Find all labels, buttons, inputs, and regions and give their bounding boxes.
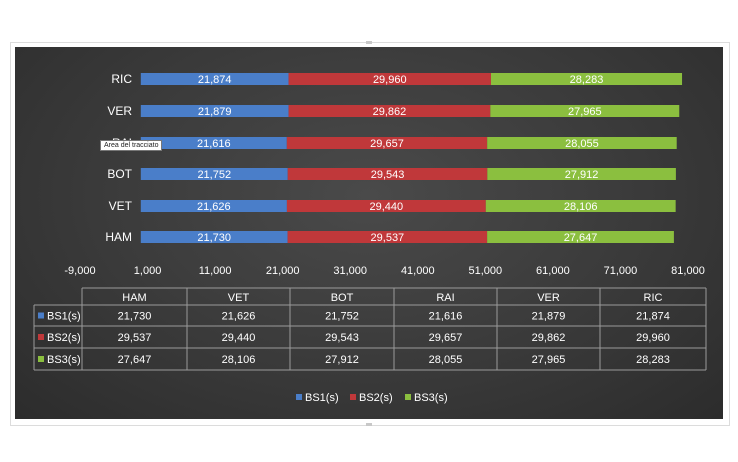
- bar-value-label: 28,055: [565, 138, 599, 150]
- table-cell: 21,730: [118, 311, 152, 323]
- resize-handle-bottom[interactable]: [366, 423, 372, 426]
- x-tick-label: 21,000: [266, 265, 300, 277]
- category-label-vet: VET: [109, 199, 133, 213]
- table-cell: 29,440: [222, 332, 256, 344]
- table-cell: 29,543: [325, 332, 359, 344]
- bar-value-label: 29,960: [373, 74, 407, 86]
- bar-value-label: 21,616: [197, 138, 231, 150]
- x-tick-label: 11,000: [199, 265, 232, 277]
- category-label-ham: HAM: [105, 230, 132, 244]
- bar-value-label: 27,965: [568, 106, 602, 118]
- bar-value-label: 21,874: [198, 74, 232, 86]
- table-cell: 28,106: [222, 354, 256, 366]
- bar-value-label: 28,106: [564, 201, 598, 213]
- bar-value-label: 21,730: [197, 232, 231, 244]
- bar-bs3s-ver: [490, 105, 680, 117]
- category-label-ric: RIC: [111, 72, 132, 86]
- x-tick-label: -9,000: [64, 265, 95, 277]
- bar-bs2s-vet: [286, 200, 486, 212]
- bar-bs3s-bot: [487, 168, 676, 180]
- bar-bs1s-ham: [140, 231, 288, 243]
- table-header-rai: RAI: [436, 292, 454, 304]
- bar-bs2s-ric: [288, 73, 491, 85]
- bar-bs1s-bot: [140, 168, 288, 180]
- table-cell: 27,965: [532, 354, 566, 366]
- table-cell: 21,874: [636, 311, 670, 323]
- table-cell: 21,616: [429, 311, 463, 323]
- x-tick-label: 1,000: [134, 265, 162, 277]
- bar-value-label: 28,283: [570, 74, 604, 86]
- table-cell: 28,283: [636, 354, 670, 366]
- table-legend-key-bs1s: [38, 312, 44, 319]
- bar-value-label: 21,626: [197, 201, 231, 213]
- bar-bs3s-rai: [487, 137, 677, 149]
- table-row-label-bs1s: BS1(s): [47, 311, 81, 323]
- bar-value-label: 29,537: [371, 232, 405, 244]
- bar-bs2s-bot: [287, 168, 488, 180]
- x-tick-label: 51,000: [469, 265, 503, 277]
- table-header-ham: HAM: [122, 292, 146, 304]
- table-row-label-bs3s: BS3(s): [47, 354, 81, 366]
- x-tick-label: 61,000: [536, 265, 570, 277]
- table-header-ver: VER: [537, 292, 560, 304]
- table-header-vet: VET: [228, 292, 250, 304]
- table-cell: 29,537: [118, 332, 152, 344]
- table-cell: 29,960: [636, 332, 670, 344]
- table-cell: 21,879: [532, 311, 566, 323]
- resize-handle-top[interactable]: [366, 41, 372, 44]
- table-cell: 21,626: [222, 311, 256, 323]
- table-cell: 27,912: [325, 354, 359, 366]
- legend-label-bs1s: BS1(s): [305, 392, 339, 404]
- table-cell: 21,752: [325, 311, 359, 323]
- bar-bs2s-rai: [286, 137, 488, 149]
- legend-key-bs3s: [405, 394, 411, 400]
- bar-bs1s-vet: [140, 200, 287, 212]
- legend-label-bs2s: BS2(s): [359, 392, 393, 404]
- bar-value-label: 21,879: [198, 106, 232, 118]
- bar-bs1s-ver: [140, 105, 289, 117]
- x-tick-label: 81,000: [671, 265, 705, 277]
- table-header-ric: RIC: [644, 292, 663, 304]
- x-tick-label: 31,000: [333, 265, 367, 277]
- bar-bs1s-rai: [140, 137, 287, 149]
- bar-value-label: 27,647: [564, 232, 598, 244]
- tooltip: Area del tracciato: [100, 140, 163, 151]
- table-cell: 29,657: [429, 332, 463, 344]
- bar-bs3s-vet: [485, 200, 676, 212]
- bar-value-label: 27,912: [565, 169, 599, 181]
- table-header-bot: BOT: [331, 292, 354, 304]
- table-cell: 29,862: [532, 332, 566, 344]
- bar-bs2s-ver: [288, 105, 491, 117]
- bar-value-label: 29,543: [371, 169, 405, 181]
- bar-bs1s-ric: [140, 73, 289, 85]
- bar-value-label: 29,862: [373, 106, 407, 118]
- bar-bs2s-ham: [287, 231, 488, 243]
- category-label-bot: BOT: [107, 167, 132, 181]
- legend-key-bs2s: [350, 394, 356, 400]
- table-cell: 28,055: [429, 354, 463, 366]
- bar-value-label: 29,440: [370, 201, 404, 213]
- x-tick-label: 71,000: [604, 265, 638, 277]
- table-legend-key-bs3s: [38, 356, 44, 362]
- category-label-ver: VER: [107, 104, 132, 118]
- bar-value-label: 29,657: [370, 138, 404, 150]
- table-row-label-bs2s: BS2(s): [47, 332, 81, 344]
- table-cell: 27,647: [118, 354, 152, 366]
- bar-bs3s-ham: [487, 231, 674, 243]
- legend-label-bs3s: BS3(s): [414, 392, 448, 404]
- legend-key-bs1s: [296, 394, 302, 400]
- bar-value-label: 21,752: [197, 169, 231, 181]
- bar-bs3s-ric: [490, 73, 683, 85]
- table-legend-key-bs2s: [38, 334, 44, 340]
- x-tick-label: 41,000: [401, 265, 435, 277]
